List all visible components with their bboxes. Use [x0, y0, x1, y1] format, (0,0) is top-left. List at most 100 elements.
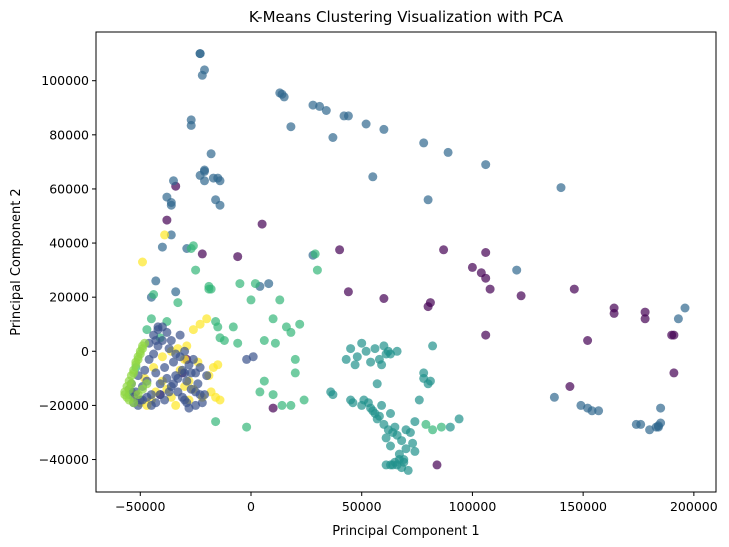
data-point [162, 373, 172, 383]
data-point [166, 198, 176, 207]
data-point [328, 390, 338, 400]
data-point [248, 352, 258, 362]
data-point [583, 336, 593, 345]
data-point [188, 325, 198, 335]
data-point [379, 294, 389, 303]
y-tick-label: 60000 [49, 181, 89, 196]
data-point [151, 398, 161, 408]
data-point [215, 395, 225, 405]
data-point [481, 273, 491, 283]
data-point [160, 395, 170, 405]
data-point [350, 360, 360, 370]
data-point [142, 379, 152, 389]
data-point [445, 422, 455, 432]
data-point [233, 338, 243, 348]
data-point [268, 390, 278, 400]
x-axis-label: Principal Component 1 [332, 524, 479, 539]
data-point [242, 422, 252, 432]
data-point [164, 344, 174, 354]
plot-frame [95, 31, 717, 493]
data-point [171, 349, 181, 359]
data-point [310, 249, 320, 259]
data-point [372, 379, 382, 389]
data-point [259, 376, 269, 386]
data-point [669, 330, 679, 340]
data-point [215, 200, 225, 210]
data-point [233, 252, 243, 262]
data-point [164, 387, 174, 397]
data-point [219, 336, 229, 345]
x-tick-label: 0 [247, 499, 255, 514]
data-point [481, 248, 491, 257]
x-tick-label: −50000 [115, 499, 165, 514]
data-point [157, 242, 167, 252]
data-point [410, 417, 420, 427]
data-point [126, 379, 136, 389]
data-point [191, 265, 201, 275]
data-point [587, 406, 597, 416]
data-point [366, 357, 376, 367]
data-point [556, 183, 566, 193]
data-point [669, 368, 679, 378]
data-point [255, 387, 265, 397]
data-point [202, 371, 212, 381]
data-point [640, 307, 650, 317]
data-point [377, 360, 387, 370]
y-tick-label: 40000 [49, 236, 89, 251]
data-point [270, 338, 280, 348]
data-point [166, 336, 176, 345]
y-axis-ticks: −40000 −20000 0 20000 40000 60000 80000 100000 [39, 73, 96, 467]
data-point [138, 341, 147, 351]
data-point [250, 279, 260, 289]
data-point [155, 379, 165, 389]
data-point [386, 460, 395, 470]
data-point [467, 262, 477, 272]
data-point [403, 465, 413, 475]
data-point [264, 279, 274, 289]
data-point [357, 338, 367, 348]
data-point [142, 325, 152, 335]
data-point [485, 284, 495, 294]
data-point [140, 365, 150, 375]
data-point [341, 354, 351, 364]
data-point [357, 400, 367, 410]
data-point [481, 330, 491, 340]
x-tick-label: 150000 [559, 499, 607, 514]
data-point [279, 92, 289, 102]
data-point [235, 279, 245, 289]
data-point [195, 49, 205, 59]
data-point [246, 295, 256, 305]
data-point [171, 400, 181, 410]
data-point [151, 368, 161, 378]
y-tick-label: 80000 [49, 127, 89, 142]
data-point [516, 291, 526, 301]
data-point [197, 70, 207, 80]
data-point [315, 101, 325, 111]
data-point [656, 403, 666, 413]
y-tick-label: 20000 [49, 290, 89, 305]
data-point [162, 327, 172, 337]
data-point [182, 376, 192, 386]
data-point [259, 336, 269, 345]
data-point [171, 287, 181, 297]
data-point [180, 368, 190, 378]
data-point [410, 446, 420, 456]
data-point [335, 245, 345, 255]
data-point [129, 368, 139, 378]
data-point [299, 395, 309, 405]
data-point [151, 276, 161, 286]
data-point [146, 314, 156, 324]
data-point [180, 395, 190, 405]
data-point [286, 122, 296, 132]
data-point [328, 133, 338, 142]
data-point [439, 245, 449, 255]
data-point [160, 230, 170, 240]
data-point [401, 444, 411, 454]
data-point [200, 176, 209, 186]
data-point [414, 395, 424, 405]
data-point [149, 290, 159, 299]
data-point [166, 230, 176, 240]
data-point [432, 460, 442, 470]
data-point [673, 314, 683, 324]
data-point [193, 379, 203, 389]
